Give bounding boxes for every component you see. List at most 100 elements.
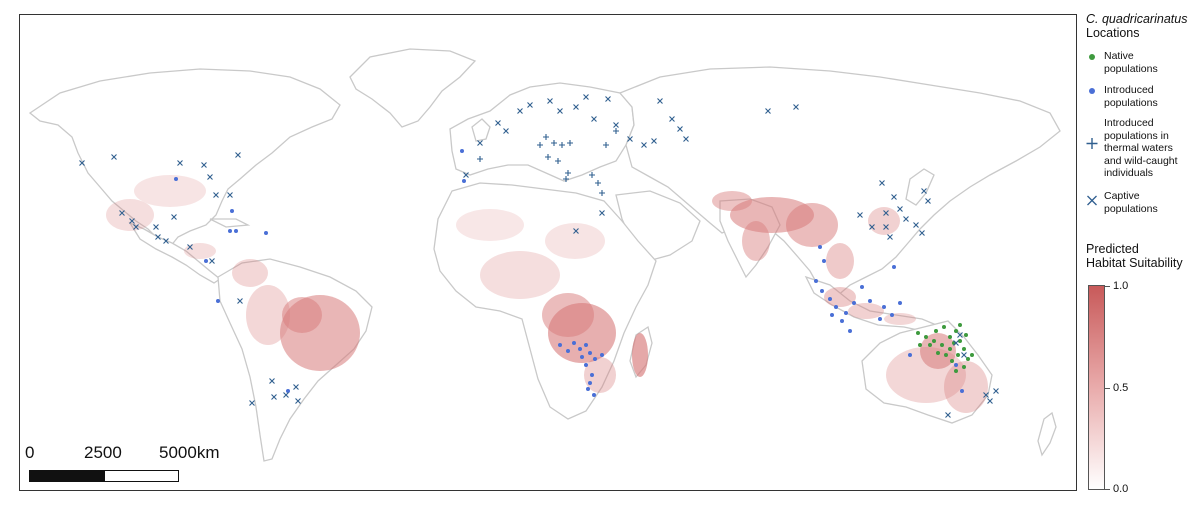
introduced-population-point: [286, 389, 290, 393]
captive-population-point: [987, 398, 993, 404]
colorbar-label-max: 1.0: [1113, 280, 1129, 292]
introduced-population-point: [860, 285, 864, 289]
introduced-population-point: [878, 317, 882, 321]
introduced-population-point: [578, 347, 582, 351]
colorbar-label-mid: 0.5: [1113, 382, 1129, 394]
thermal-population-point: [551, 140, 557, 146]
captive-population-point: [993, 388, 999, 394]
captive-population-point: [573, 228, 579, 234]
captive-population-point: [213, 192, 219, 198]
colorbar-tick-min: [1105, 489, 1110, 490]
introduced-population-point: [814, 279, 818, 283]
introduced-population-point: [588, 351, 592, 355]
captive-population-point: [573, 104, 579, 110]
suitability-patch: [742, 221, 770, 261]
world-map-svg: [28, 48, 1061, 462]
introduced-population-point: [848, 329, 852, 333]
introduced-population-point: [204, 259, 208, 263]
plus-icon: [1086, 137, 1104, 151]
native-population-point: [928, 343, 932, 347]
thermal-population-point: [543, 134, 549, 140]
introduced-population-point: [868, 299, 872, 303]
introduced-population-point: [566, 349, 570, 353]
habitat-suitability-layer: [106, 175, 988, 413]
introduced-population-point: [462, 179, 466, 183]
british-isles: [471, 118, 491, 142]
captive-population-point: [883, 210, 889, 216]
suitability-patch: [848, 303, 884, 319]
captive-population-point: [683, 136, 689, 142]
introduced-population-point: [960, 389, 964, 393]
native-population-point: [948, 335, 952, 339]
native-population-point: [944, 353, 948, 357]
captive-population-point: [919, 230, 925, 236]
suitability-patch: [232, 259, 268, 287]
suitability-patch: [106, 199, 154, 231]
scale-bar-black-segment: [30, 471, 105, 481]
thermal-population-point: [613, 128, 619, 134]
captive-population-point: [133, 224, 139, 230]
native-population-point: [918, 343, 922, 347]
captive-population-point: [177, 160, 183, 166]
introduced-population-point: [174, 177, 178, 181]
introduced-population-point: [588, 381, 592, 385]
greenland-landmass: [349, 48, 477, 128]
thermal-population-point: [477, 156, 483, 162]
captive-population-point: [557, 108, 563, 114]
captive-population-point: [201, 162, 207, 168]
introduced-population-point: [892, 265, 896, 269]
captive-population-point: [887, 234, 893, 240]
captive-population-point: [627, 136, 633, 142]
introduced-population-point: [908, 353, 912, 357]
captive-population-point: [283, 392, 289, 398]
captive-population-point: [207, 174, 213, 180]
introduced-population-point: [590, 373, 594, 377]
legend-species-title: C. quadricarinatus: [1086, 12, 1188, 26]
captive-population-point: [677, 126, 683, 132]
captive-population-point: [477, 140, 483, 146]
introduced-population-point: [586, 387, 590, 391]
suitability-patch: [826, 243, 854, 279]
asia-landmass: [618, 66, 1061, 298]
introduced-dot-icon: [1086, 84, 1104, 98]
scale-value-5000: 5000: [159, 443, 197, 462]
captive-population-point: [293, 384, 299, 390]
legend-item-native: Native populations: [1086, 50, 1158, 75]
introduced-population-point: [830, 313, 834, 317]
introduced-population-point: [230, 209, 234, 213]
suitability-patch: [884, 313, 916, 325]
legend-item-thermal: Introduced populations in thermal waters…: [1086, 117, 1178, 180]
scale-unit: km: [196, 443, 220, 462]
native-population-point: [934, 329, 938, 333]
introduced-population-point: [580, 355, 584, 359]
captive-population-point: [793, 104, 799, 110]
introduced-population-point: [890, 313, 894, 317]
captive-population-point: [921, 188, 927, 194]
native-population-point: [932, 339, 936, 343]
introduced-population-point: [822, 259, 826, 263]
thermal-population-point: [589, 172, 595, 178]
introduced-population-point: [882, 305, 886, 309]
suitability-colorbar: [1088, 285, 1105, 490]
introduced-population-point: [954, 363, 958, 367]
captive-population-point: [209, 258, 215, 264]
captive-population-point: [957, 332, 963, 338]
captive-population-point: [583, 94, 589, 100]
native-population-point: [956, 353, 960, 357]
cross-icon: [1086, 194, 1104, 208]
colorbar-tick-max: [1105, 286, 1110, 287]
captive-population-point: [983, 392, 989, 398]
captive-population-point: [591, 116, 597, 122]
occurrence-points-layer: [79, 94, 999, 418]
suitability-patch: [246, 285, 290, 345]
captive-population-point: [765, 108, 771, 114]
native-population-point: [942, 325, 946, 329]
introduced-population-point: [844, 311, 848, 315]
captive-population-point: [903, 216, 909, 222]
thermal-population-point: [603, 142, 609, 148]
suitability-patch: [134, 175, 206, 207]
suitability-patch: [456, 209, 524, 241]
introduced-population-point: [898, 301, 902, 305]
captive-population-point: [953, 340, 959, 346]
captive-population-point: [171, 214, 177, 220]
